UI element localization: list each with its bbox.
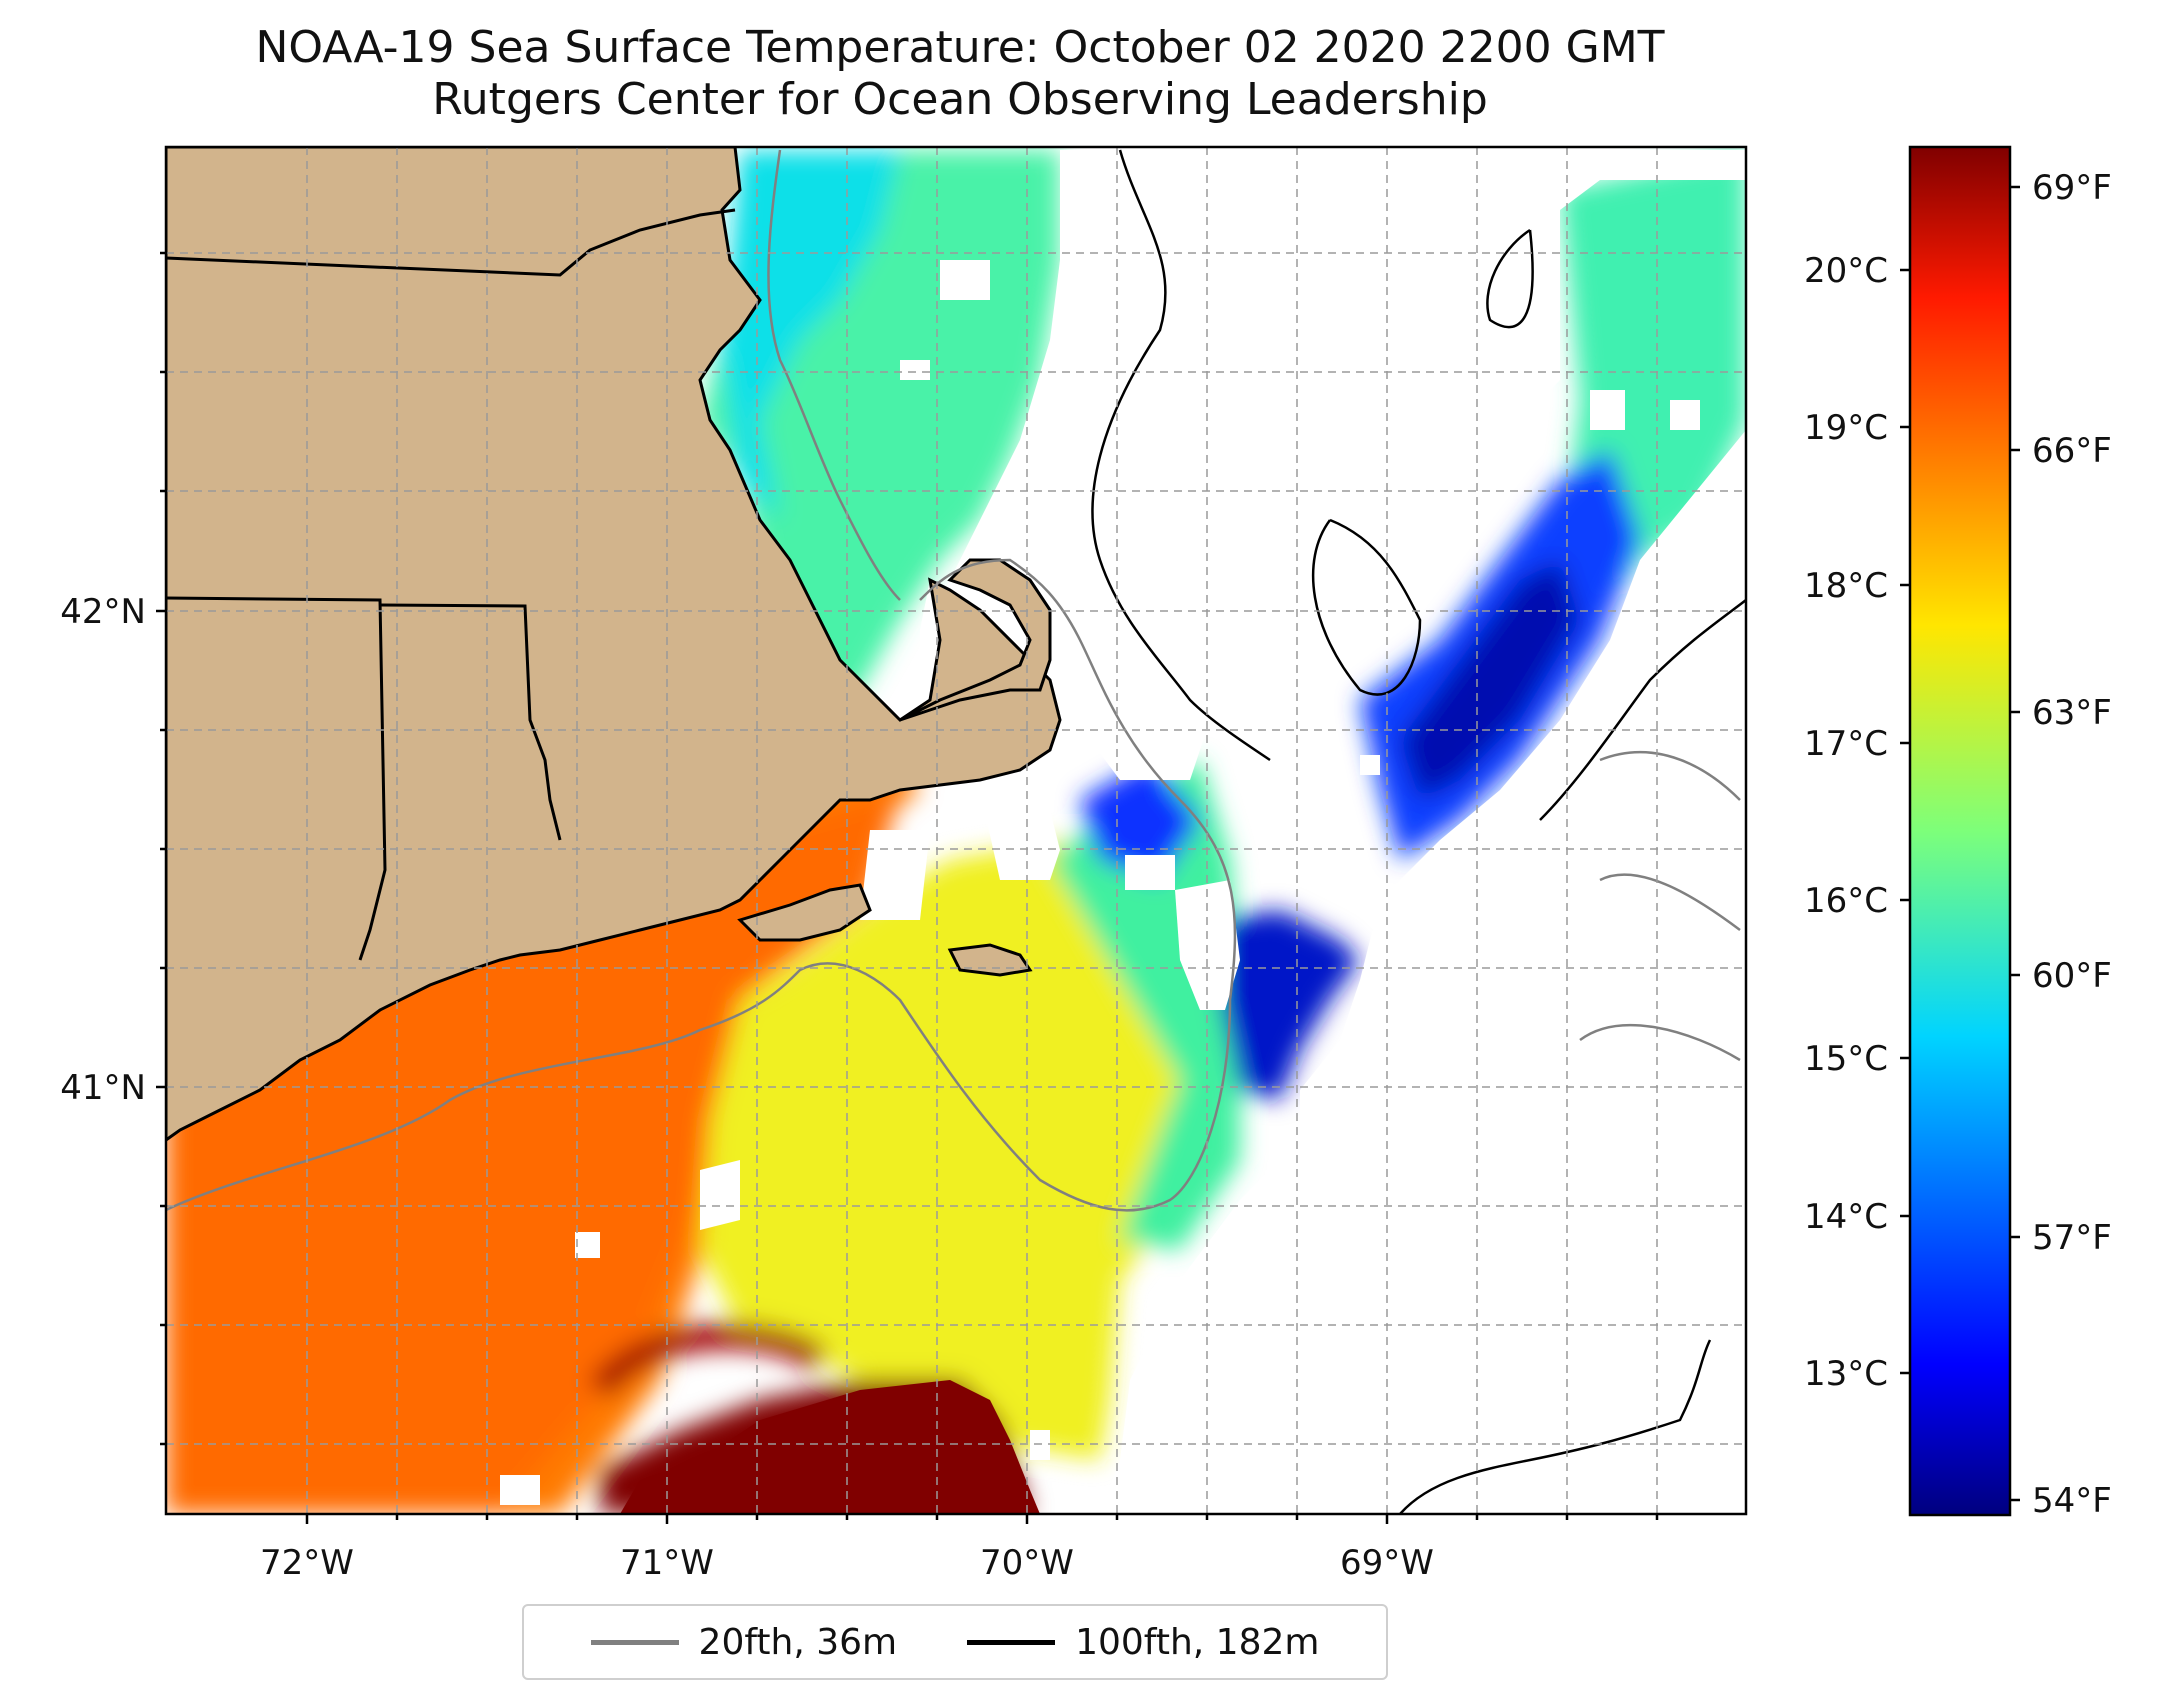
sst-region-gulf-of-maine-cyan xyxy=(720,150,900,520)
lon-tick-71w: 71°W xyxy=(620,1543,714,1583)
sst-region-cold-pool-shoals xyxy=(1220,910,1360,1100)
cbar-f-66: 66°F xyxy=(2032,431,2112,471)
cbar-c-20: 20°C xyxy=(1804,251,1888,291)
cbar-f-69: 69°F xyxy=(2032,168,2112,208)
sst-region-nantucket-green xyxy=(1050,760,1240,1250)
cbar-c-16: 16°C xyxy=(1804,881,1888,921)
lon-tick-72w: 72°W xyxy=(260,1543,354,1583)
legend-label-100fth: 100fth, 182m xyxy=(1075,1621,1320,1663)
lon-axis xyxy=(305,1514,1659,1524)
cbar-c-13: 13°C xyxy=(1804,1354,1888,1394)
cbar-f-57: 57°F xyxy=(2032,1218,2112,1258)
sst-region-georges-core xyxy=(1400,560,1580,800)
land-marthas-vineyard xyxy=(737,883,872,942)
legend: 20fth, 36m 100fth, 182m xyxy=(522,1604,1388,1680)
legend-item-100fth: 100fth, 182m xyxy=(967,1622,1319,1663)
lon-tick-69w: 69°W xyxy=(1340,1543,1434,1583)
colorbar-celsius-ticks xyxy=(1900,268,1910,1375)
legend-swatch-20fth xyxy=(590,1639,679,1645)
legend-swatch-100fth xyxy=(967,1639,1056,1645)
cbar-f-60: 60°F xyxy=(2032,956,2112,996)
legend-label-20fth: 20fth, 36m xyxy=(698,1621,898,1663)
sst-map xyxy=(166,147,1746,1514)
sst-region-outer-shelf xyxy=(700,840,1180,1460)
sst-region-warm-ring xyxy=(589,1323,828,1398)
cbar-c-17: 17°C xyxy=(1804,724,1888,764)
cbar-f-54: 54°F xyxy=(2032,1481,2112,1521)
gridlines xyxy=(166,147,1746,1514)
lat-tick-42n: 42°N xyxy=(60,592,146,632)
colorbar-fahrenheit-ticks xyxy=(2010,185,2020,1502)
lat-tick-41n: 41°N xyxy=(60,1068,146,1108)
cbar-c-18: 18°C xyxy=(1804,566,1888,606)
cbar-c-14: 14°C xyxy=(1804,1197,1888,1237)
warm-core-overlay xyxy=(620,1380,1040,1514)
land-new-england xyxy=(166,147,1062,1142)
figure-title: NOAA-19 Sea Surface Temperature: October… xyxy=(0,22,1920,126)
cbar-c-15: 15°C xyxy=(1804,1039,1888,1079)
cbar-f-63: 63°F xyxy=(2032,693,2112,733)
state-boundaries xyxy=(166,208,736,961)
lat-axis xyxy=(156,251,166,1446)
land-cape-cod xyxy=(899,558,1052,722)
lon-tick-70w: 70°W xyxy=(980,1543,1074,1583)
isobath-20fth xyxy=(166,149,1741,1212)
title-line-2: Rutgers Center for Ocean Observing Leade… xyxy=(432,74,1488,125)
map-frame xyxy=(164,145,1748,1516)
cbar-c-19: 19°C xyxy=(1804,408,1888,448)
colorbar xyxy=(1908,145,2012,1517)
isobath-100fth xyxy=(1091,149,1746,1514)
title-line-1: NOAA-19 Sea Surface Temperature: October… xyxy=(255,22,1665,73)
legend-item-20fth: 20fth, 36m xyxy=(590,1621,898,1663)
